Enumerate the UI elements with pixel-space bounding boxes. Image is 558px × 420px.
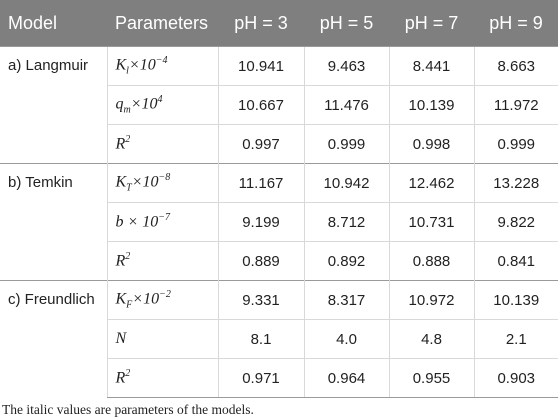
value-cell: 0.998: [388, 124, 474, 164]
value-cell: 8.663: [473, 46, 558, 86]
value-cell: 11.476: [303, 85, 389, 125]
parameter-times: ×10: [132, 290, 160, 308]
parameter-sup: −2: [159, 289, 171, 301]
value-cell: 0.903: [473, 358, 558, 398]
value-cell: 11.972: [473, 85, 558, 125]
parameter-sup: 2: [125, 134, 131, 146]
value-cell: 0.955: [388, 358, 474, 398]
parameter-sub: l: [126, 65, 129, 77]
parameter-cell: b × 10−7: [106, 202, 218, 242]
value-cell: 0.971: [217, 358, 304, 398]
table-body: a) Langmuir Kl×10−4 10.941 9.463 8.441 8.663 q…: [0, 46, 558, 398]
parameter-sup: 2: [125, 251, 131, 263]
value-cell: 8.1: [217, 319, 304, 359]
value-cell: 13.228: [473, 163, 558, 203]
value-cell: 0.892: [303, 241, 389, 281]
footnote: The italic values are parameters of the …: [2, 402, 254, 417]
value-cell: 2.1: [473, 319, 558, 359]
parameter-sub: m: [123, 104, 131, 116]
model-cell: b) Temkin: [0, 163, 107, 281]
value-cell: 9.822: [473, 202, 558, 242]
parameter-times: ×10: [128, 56, 156, 74]
value-cell: 0.889: [217, 241, 304, 281]
value-cell: 9.463: [303, 46, 389, 86]
value-cell: 10.731: [388, 202, 474, 242]
column-header: Parameters: [107, 0, 218, 47]
value-cell: 11.167: [217, 163, 304, 203]
table-row: R2 0.997 0.999 0.998 0.999: [0, 124, 558, 164]
parameter-sub: F: [126, 299, 133, 311]
value-cell: 10.139: [388, 85, 474, 125]
value-cell: 10.139: [473, 280, 558, 320]
value-cell: 4.0: [303, 319, 389, 359]
column-header: Model: [0, 0, 107, 47]
table-row: c) Freundlich KF×10−2 9.331 8.317 10.972 10.1…: [0, 280, 558, 398]
column-header: pH = 7: [389, 0, 474, 47]
table-row: R2 0.971 0.964 0.955 0.903: [0, 358, 558, 398]
parameter-main: R: [115, 135, 126, 153]
parameter-cell: KT×10−8: [106, 163, 218, 203]
value-cell: 10.941: [217, 46, 304, 86]
parameter-cell: N: [106, 319, 218, 359]
column-header: pH = 5: [304, 0, 389, 47]
value-cell: 9.331: [217, 280, 304, 320]
parameter-sup: −8: [158, 172, 171, 184]
parameter-cell: KF×10−2: [106, 280, 218, 320]
value-cell: 0.841: [473, 241, 558, 281]
value-cell: 4.8: [388, 319, 474, 359]
parameter-cell: R2: [106, 358, 218, 398]
parameter-sup: 2: [125, 368, 131, 380]
model-cell: a) Langmuir: [0, 46, 107, 164]
table-row: a) Langmuir Kl×10−4 10.941 9.463 8.441 8.663: [0, 46, 558, 164]
table-row: b × 10−7 9.199 8.712 10.731 9.822: [0, 202, 558, 242]
header-row: Model Parameters pH = 3 pH = 5 pH = 7 pH = 9: [0, 0, 558, 47]
value-cell: 8.441: [388, 46, 474, 86]
parameter-main: N: [115, 330, 127, 347]
value-cell: 0.999: [473, 124, 558, 164]
table-row: qm×104 10.667 11.476 10.139 11.972: [0, 85, 558, 125]
value-cell: 0.997: [217, 124, 304, 164]
value-cell: 10.667: [217, 85, 304, 125]
value-cell: 12.462: [388, 163, 474, 203]
parameter-main: R: [115, 369, 126, 387]
value-cell: 10.972: [388, 280, 474, 320]
parameter-main: K: [115, 173, 127, 191]
column-header: pH = 3: [218, 0, 304, 47]
parameter-cell: qm×104: [106, 85, 218, 125]
parameter-main: K: [115, 290, 127, 308]
parameter-sub: T: [126, 182, 132, 194]
parameter-main: b × 10: [115, 213, 159, 231]
column-header: pH = 9: [474, 0, 558, 47]
table-row: N 8.1 4.0 4.8 2.1: [0, 319, 558, 359]
parameter-sup: 4: [157, 94, 163, 106]
value-cell: 0.888: [388, 241, 474, 281]
value-cell: 10.942: [303, 163, 389, 203]
data-table: Model Parameters pH = 3 pH = 5 pH = 7 pH = 9 …: [0, 0, 558, 398]
parameter-cell: R2: [106, 124, 218, 164]
value-cell: 8.712: [303, 202, 389, 242]
table-row: R2 0.889 0.892 0.888 0.841: [0, 241, 558, 281]
value-cell: 0.999: [303, 124, 389, 164]
value-cell: 0.964: [303, 358, 389, 398]
model-cell: c) Freundlich: [0, 280, 107, 398]
parameter-main: q: [115, 95, 124, 113]
parameter-main: K: [115, 56, 127, 74]
value-cell: 9.199: [217, 202, 304, 242]
table-row: b) Temkin KT×10−8 11.167 10.942 12.462 13.228: [0, 163, 558, 281]
parameter-times: ×10: [130, 95, 158, 113]
value-cell: 8.317: [303, 280, 389, 320]
parameter-cell: R2: [106, 241, 218, 281]
parameter-sup: −4: [155, 55, 168, 67]
parameter-sup: −7: [158, 212, 171, 224]
parameter-main: R: [115, 252, 126, 270]
parameter-times: ×10: [131, 173, 159, 191]
parameter-cell: Kl×10−4: [106, 46, 218, 86]
